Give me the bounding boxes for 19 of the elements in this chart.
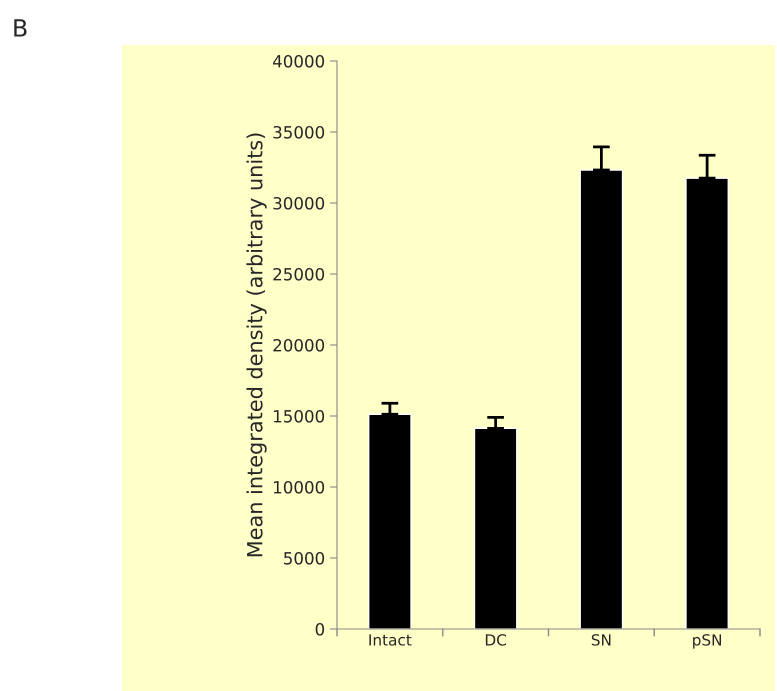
y-tick-label: 35000 bbox=[273, 126, 324, 139]
bar bbox=[580, 169, 624, 629]
x-tick-label: SN bbox=[592, 634, 610, 646]
text: B bbox=[14, 19, 27, 37]
y-tick-label: 40000 bbox=[272, 54, 324, 68]
y-tick-label: 0 bbox=[316, 622, 324, 636]
y-tick-label: 15000 bbox=[274, 410, 324, 423]
y-axis-title: Mean integrated density (arbitrary units) bbox=[246, 133, 267, 556]
bar bbox=[685, 177, 729, 629]
bar bbox=[368, 414, 412, 629]
y-tick-label: 20000 bbox=[273, 338, 324, 352]
bar bbox=[474, 428, 518, 629]
x-tick-label: DC bbox=[486, 634, 506, 646]
x-tick-label: Intact bbox=[369, 634, 412, 646]
y-tick-label: 5000 bbox=[284, 552, 324, 565]
y-tick-label: 10000 bbox=[274, 480, 324, 494]
x-tick-label: pSN bbox=[693, 634, 722, 649]
y-tick-label: 25000 bbox=[273, 268, 324, 281]
y-tick-label: 30000 bbox=[273, 196, 324, 210]
